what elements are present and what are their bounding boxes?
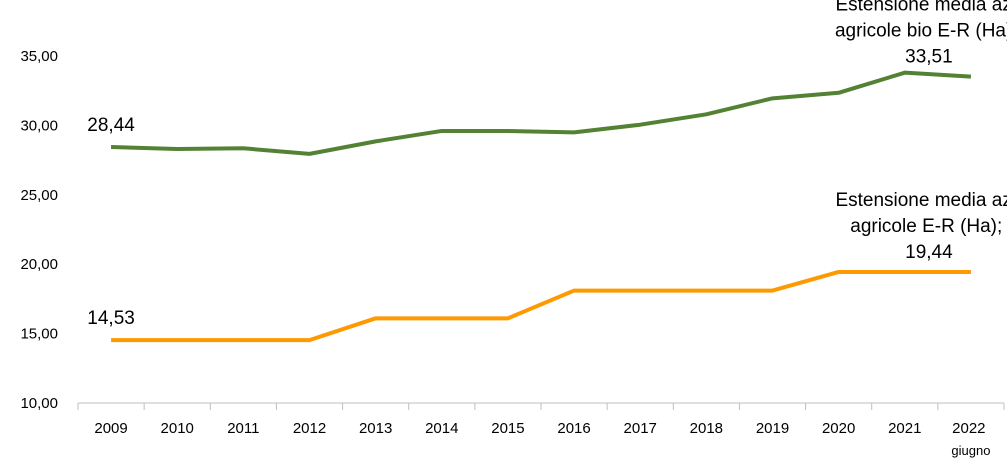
x-tick-label: 2010 — [161, 420, 194, 437]
series-line — [111, 269, 971, 343]
data-label: Estensione media az. agricole bio E-R (H… — [835, 0, 1007, 68]
x-tick-label: 2020 — [822, 420, 855, 437]
x-tick-label: 2019 — [756, 420, 789, 437]
x-tick-label: 2012 — [293, 420, 326, 437]
x-tick-label: 2014 — [425, 420, 458, 437]
y-tick-label: 25,00 — [20, 187, 58, 204]
data-label: 28,44 — [87, 115, 135, 136]
y-tick-label: 20,00 — [20, 256, 58, 273]
x-tick-label: 2013 — [359, 420, 392, 437]
y-tick-label: 30,00 — [20, 117, 58, 134]
x-tick-label: 2011 — [227, 420, 259, 437]
x-tick-label: 2009 — [94, 420, 127, 437]
x-tick-label: 2022 giugno — [951, 420, 990, 458]
x-tick-label: 2016 — [557, 420, 590, 437]
data-label: Estensione media az. agricole E-R (Ha); … — [835, 190, 1007, 263]
series-line — [111, 70, 972, 156]
x-tick-label: 2018 — [690, 420, 723, 437]
x-tick-label: 2021 — [888, 420, 921, 437]
x-tick-label: 2015 — [491, 420, 524, 437]
x-tick-label: 2017 — [624, 420, 657, 437]
y-tick-label: 35,00 — [20, 48, 58, 65]
y-tick-label: 10,00 — [20, 395, 58, 412]
data-label: 14,53 — [87, 308, 135, 329]
y-tick-label: 15,00 — [20, 326, 58, 343]
